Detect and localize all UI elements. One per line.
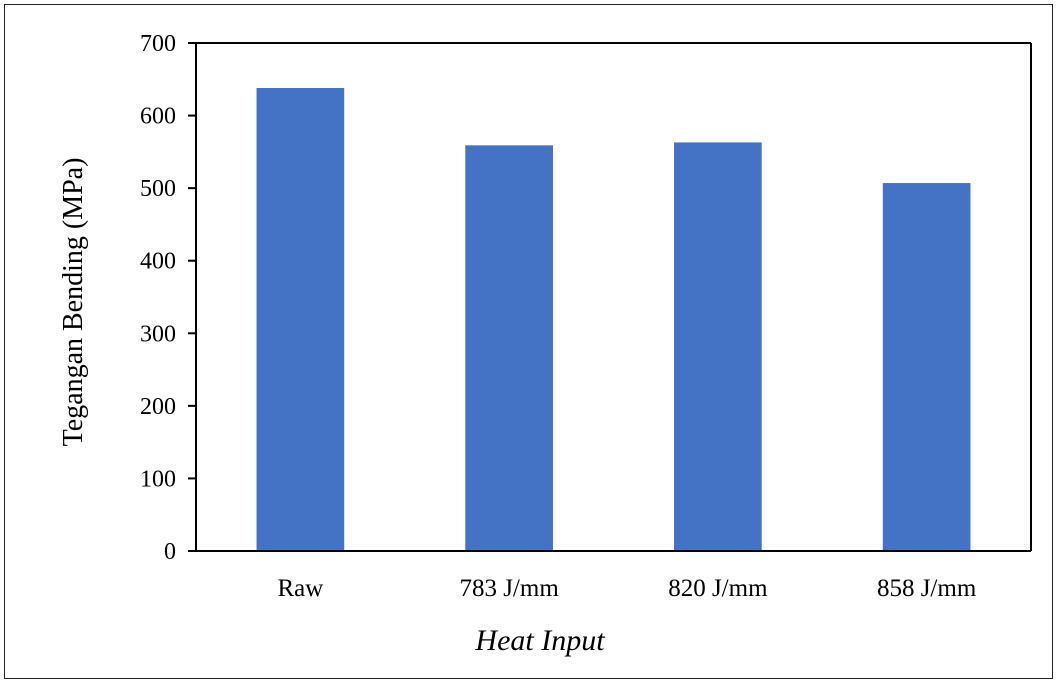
x-category-label: 783 J/mm <box>459 575 559 602</box>
y-axis-label: Tegangan Bending (MPa) <box>58 158 89 447</box>
x-categories-group: Raw 783 J/mm 820 J/mm 858 J/mm <box>277 575 976 602</box>
y-tick-label: 300 <box>140 321 176 347</box>
bar-0 <box>256 87 345 551</box>
bar-3 <box>882 183 971 551</box>
y-tick-label: 100 <box>140 466 176 492</box>
bar-1 <box>465 145 553 551</box>
x-axis-label: Heat Input <box>474 624 605 657</box>
y-tick-label: 400 <box>140 249 176 275</box>
y-tick-label: 600 <box>140 104 176 130</box>
x-category-label: 858 J/mm <box>877 575 977 602</box>
bar-2 <box>674 142 762 551</box>
y-ticks-group: 0 100 200 300 400 500 600 700 <box>140 31 196 565</box>
y-tick-label: 200 <box>140 394 176 420</box>
x-category-label: Raw <box>277 575 323 602</box>
y-tick-label: 0 <box>164 539 176 565</box>
y-tick-label: 700 <box>140 31 176 57</box>
y-tick-label: 500 <box>140 176 176 202</box>
bars-group <box>256 87 971 551</box>
x-category-label: 820 J/mm <box>668 575 768 602</box>
